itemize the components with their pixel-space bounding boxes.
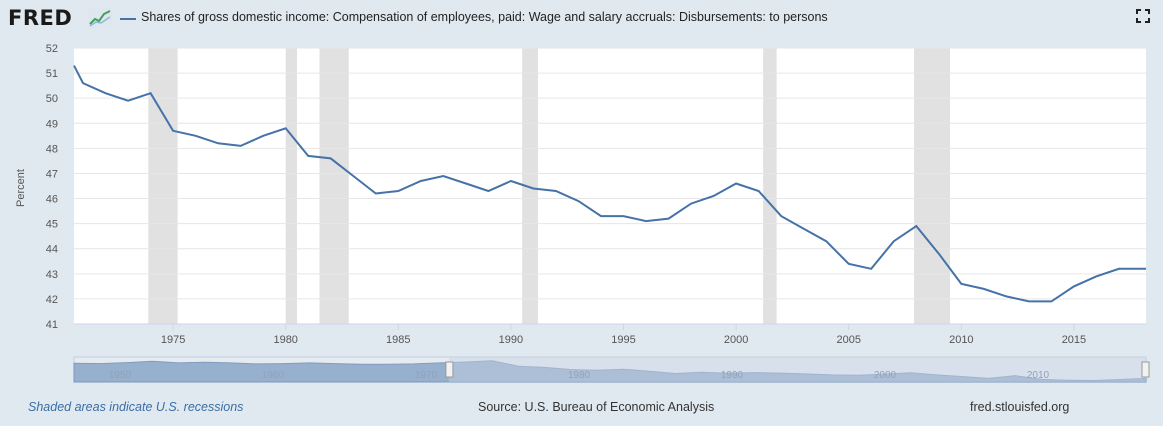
source-text: Source: U.S. Bureau of Economic Analysis (478, 400, 715, 414)
y-tick-label: 46 (46, 194, 58, 206)
recession-band-5 (914, 48, 951, 324)
chart-line-icon (88, 8, 112, 28)
x-tick-label: 1980 (273, 334, 297, 346)
navigator-series (73, 360, 1147, 383)
y-axis-label: Percent (15, 169, 27, 207)
site-link[interactable]: fred.stlouisfed.org (970, 400, 1070, 414)
y-tick-label: 50 (46, 93, 58, 105)
chart-area: 41 42 43 44 45 46 47 48 49 50 51 52 1975 1980 1985 199… (15, 43, 1150, 383)
recession-band-0 (148, 48, 178, 324)
y-tick-label: 47 (46, 168, 58, 180)
legend-swatch (120, 18, 136, 20)
navigator-tick-label: 1980 (568, 370, 591, 381)
fred-logo[interactable]: FRED (8, 6, 73, 30)
navigator-tick-label: 1990 (721, 370, 744, 381)
y-tick-label: 52 (46, 43, 58, 55)
x-tick-label: 1985 (386, 334, 410, 346)
navigator-tick-label: 2010 (1027, 370, 1050, 381)
x-tick-label: 1995 (611, 334, 635, 346)
fullscreen-icon[interactable] (1136, 9, 1150, 23)
navigator-tick-label: 2000 (874, 370, 897, 381)
recession-band-3 (522, 48, 538, 324)
legend-label[interactable]: Shares of gross domestic income: Compens… (141, 10, 828, 24)
plot-background (74, 48, 1146, 324)
x-tick-label: 2015 (1062, 334, 1086, 346)
navigator-tick-label: 1970 (415, 370, 438, 381)
x-tick-label: 2005 (836, 334, 860, 346)
y-tick-label: 49 (46, 118, 58, 130)
navigator-handle-left[interactable] (445, 361, 454, 378)
y-tick-label: 44 (46, 244, 58, 256)
x-tick-label: 2000 (724, 334, 748, 346)
navigator-tick-label: 1950 (109, 370, 132, 381)
y-tick-label: 42 (46, 294, 58, 306)
recession-band-2 (319, 48, 349, 324)
y-axis: 41 42 43 44 45 46 47 48 49 50 51 52 (46, 43, 58, 331)
recession-band-1 (285, 48, 297, 324)
recession-band-4 (763, 48, 777, 324)
x-tick-label: 1975 (161, 334, 185, 346)
y-tick-label: 41 (46, 319, 58, 331)
recession-note[interactable]: Shaded areas indicate U.S. recessions (28, 400, 244, 414)
x-axis: 1975 1980 1985 1990 1995 2000 2005 2010 2015 (74, 323, 1146, 346)
x-tick-label: 2010 (949, 334, 973, 346)
y-tick-label: 51 (46, 68, 58, 80)
y-tick-label: 43 (46, 269, 58, 281)
navigator-tick-label: 1960 (262, 370, 285, 381)
x-tick-label: 1990 (499, 334, 523, 346)
grid-lines (74, 47, 1146, 325)
navigator-selection[interactable] (448, 357, 1146, 382)
series-line[interactable] (73, 65, 1146, 303)
navigator[interactable]: 1950 1960 1970 1980 1990 2000 2010 (73, 356, 1150, 383)
navigator-handle-right[interactable] (1141, 361, 1150, 378)
y-tick-label: 45 (46, 219, 58, 231)
chart-header: FRED Shares of gross domestic income: Co… (0, 0, 1163, 40)
y-tick-label: 48 (46, 143, 58, 155)
recession-shading (148, 48, 951, 324)
